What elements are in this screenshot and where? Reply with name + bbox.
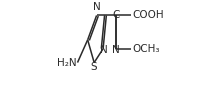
- Text: COOH: COOH: [132, 10, 163, 20]
- Text: C: C: [112, 10, 120, 20]
- Text: N: N: [93, 2, 101, 12]
- Text: OCH₃: OCH₃: [132, 44, 160, 54]
- Text: H₂N: H₂N: [57, 58, 77, 68]
- Text: N: N: [100, 45, 108, 55]
- Text: N: N: [112, 45, 120, 55]
- Text: S: S: [91, 62, 97, 72]
